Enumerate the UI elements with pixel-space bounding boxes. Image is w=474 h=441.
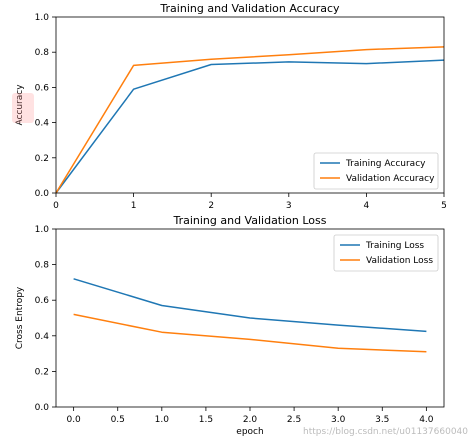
y-tick-label: 0.0	[35, 189, 50, 199]
legend: Training Accuracy Validation Accuracy	[313, 152, 439, 190]
x-tick-label: 1.5	[199, 415, 213, 425]
legend-label: Validation Accuracy	[346, 174, 435, 184]
x-tick-label: 4.0	[419, 415, 434, 425]
chart-title: Training and Validation Loss	[172, 214, 326, 227]
y-tick-label: 0.4	[35, 119, 50, 129]
x-tick-label: 2.5	[287, 415, 301, 425]
chart-1: Training and Validation Accuracy 0.0 0.2 0.…	[15, 2, 447, 211]
y-tick-label: 0.6	[35, 296, 50, 306]
y-tick-label: 1.0	[35, 13, 50, 23]
x-tick-label: 3	[286, 201, 292, 211]
x-tick-label: 2	[208, 201, 214, 211]
x-axis-label: epoch	[236, 427, 263, 437]
y-tick-label: 0.2	[35, 367, 49, 377]
x-tick-label: 0.0	[66, 415, 81, 425]
x-tick-label: 1	[131, 201, 137, 211]
series-line-1	[73, 278, 427, 333]
x-tick-label: 3.0	[331, 415, 346, 425]
y-tick-label: 0.2	[35, 154, 49, 164]
plot-frame	[55, 228, 445, 408]
x-tick-label: 2.0	[243, 415, 258, 425]
legend-box	[313, 152, 439, 190]
watermark: https://blog.csdn.net/u01137660040	[303, 427, 468, 437]
series-line-2	[73, 313, 427, 353]
x-tick-label: 5	[441, 201, 447, 211]
series-line-2	[55, 46, 445, 194]
legend-label: Validation Loss	[366, 256, 433, 266]
y-tick-label: 0.8	[35, 48, 50, 58]
x-tick-label: 3.5	[375, 415, 389, 425]
x-tick-label: 1.0	[155, 415, 170, 425]
x-tick-label: 4	[364, 201, 370, 211]
plot-frame	[55, 16, 445, 194]
legend-box	[333, 234, 439, 272]
highlight-mark	[12, 93, 34, 123]
y-axis-label: Cross Entropy	[15, 286, 25, 349]
y-tick-label: 0.4	[35, 332, 50, 342]
chart-2: Training and Validation Loss 0.0 0.2 0.4 0.6…	[15, 214, 445, 437]
y-tick-label: 0.0	[35, 403, 50, 413]
y-tick-label: 1.0	[35, 225, 50, 235]
y-tick-label: 0.8	[35, 261, 50, 271]
legend: Training Loss Validation Loss	[333, 234, 439, 272]
chart-title: Training and Validation Accuracy	[159, 2, 340, 15]
series-line-1	[55, 59, 445, 194]
x-tick-label: 0	[53, 201, 59, 211]
legend-label: Training Accuracy	[345, 159, 426, 169]
y-axis-label: Accuracy	[15, 84, 25, 126]
x-tick-label: 0.5	[111, 415, 125, 425]
y-tick-label: 0.6	[35, 83, 50, 93]
legend-label: Training Loss	[365, 241, 424, 251]
